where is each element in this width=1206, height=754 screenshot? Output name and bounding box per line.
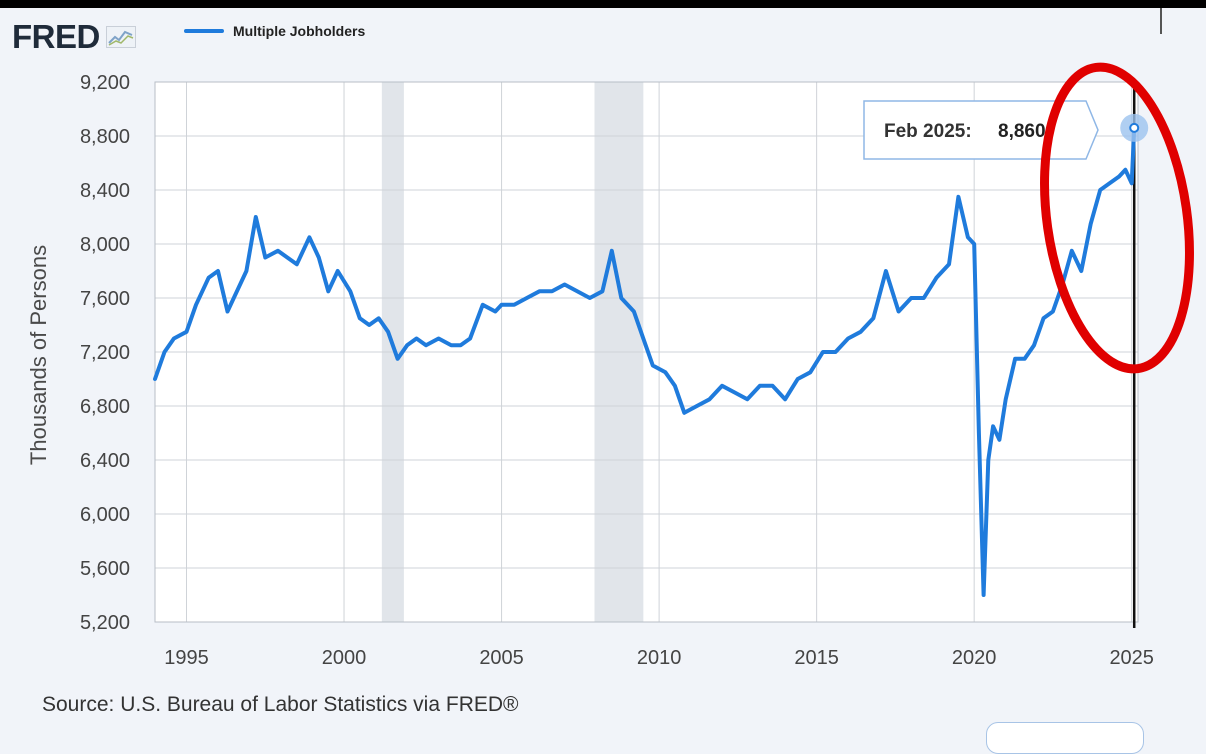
y-axis-label: Thousands of Persons <box>26 245 51 465</box>
series-line-multiple-jobholders[interactable] <box>153 125 1137 597</box>
y-tick-label: 7,600 <box>80 288 130 310</box>
toolbar-divider <box>1160 8 1162 34</box>
y-tick-label: 6,800 <box>80 396 130 418</box>
y-tick-label: 5,200 <box>80 612 130 634</box>
x-tick-label: 2015 <box>794 647 839 669</box>
red-annotation-circle <box>1040 62 1194 374</box>
y-tick-label: 6,000 <box>80 504 130 526</box>
logo-text: FRED <box>12 18 100 55</box>
y-tick-label: 6,400 <box>80 450 130 472</box>
x-tick-label: 2000 <box>322 647 367 669</box>
y-tick-label: 9,200 <box>80 72 130 94</box>
legend: Multiple Jobholders <box>184 23 365 39</box>
tooltip-value: 8,860 <box>998 121 1046 142</box>
download-button[interactable] <box>986 722 1144 754</box>
tooltip-box <box>863 100 1099 160</box>
y-tick-label: 8,400 <box>80 180 130 202</box>
y-tick-label: 8,000 <box>80 234 130 256</box>
y-tick-label: 5,600 <box>80 558 130 580</box>
line-chart[interactable]: Thousands of Persons 5,200 5,600 6,000 6,40… <box>0 0 1206 690</box>
top-black-bar <box>0 0 1206 8</box>
y-tick-label: 8,800 <box>80 126 130 148</box>
legend-swatch <box>184 29 224 33</box>
x-tick-label: 2010 <box>637 647 682 669</box>
x-tick-label: 2025 <box>1109 647 1154 669</box>
x-tick-label: 1995 <box>164 647 209 669</box>
y-tick-label: 7,200 <box>80 342 130 364</box>
legend-label: Multiple Jobholders <box>233 23 366 39</box>
tooltip-label: Feb 2025: <box>884 121 972 142</box>
fred-logo[interactable]: FRED <box>12 20 136 53</box>
x-tick-label: 2020 <box>952 647 997 669</box>
plot-border <box>154 81 1139 623</box>
highlight-point[interactable] <box>1129 122 1140 133</box>
line-graph-icon <box>105 25 136 48</box>
source-text: Source: U.S. Bureau of Labor Statistics … <box>42 693 519 716</box>
x-tick-label: 2005 <box>479 647 524 669</box>
